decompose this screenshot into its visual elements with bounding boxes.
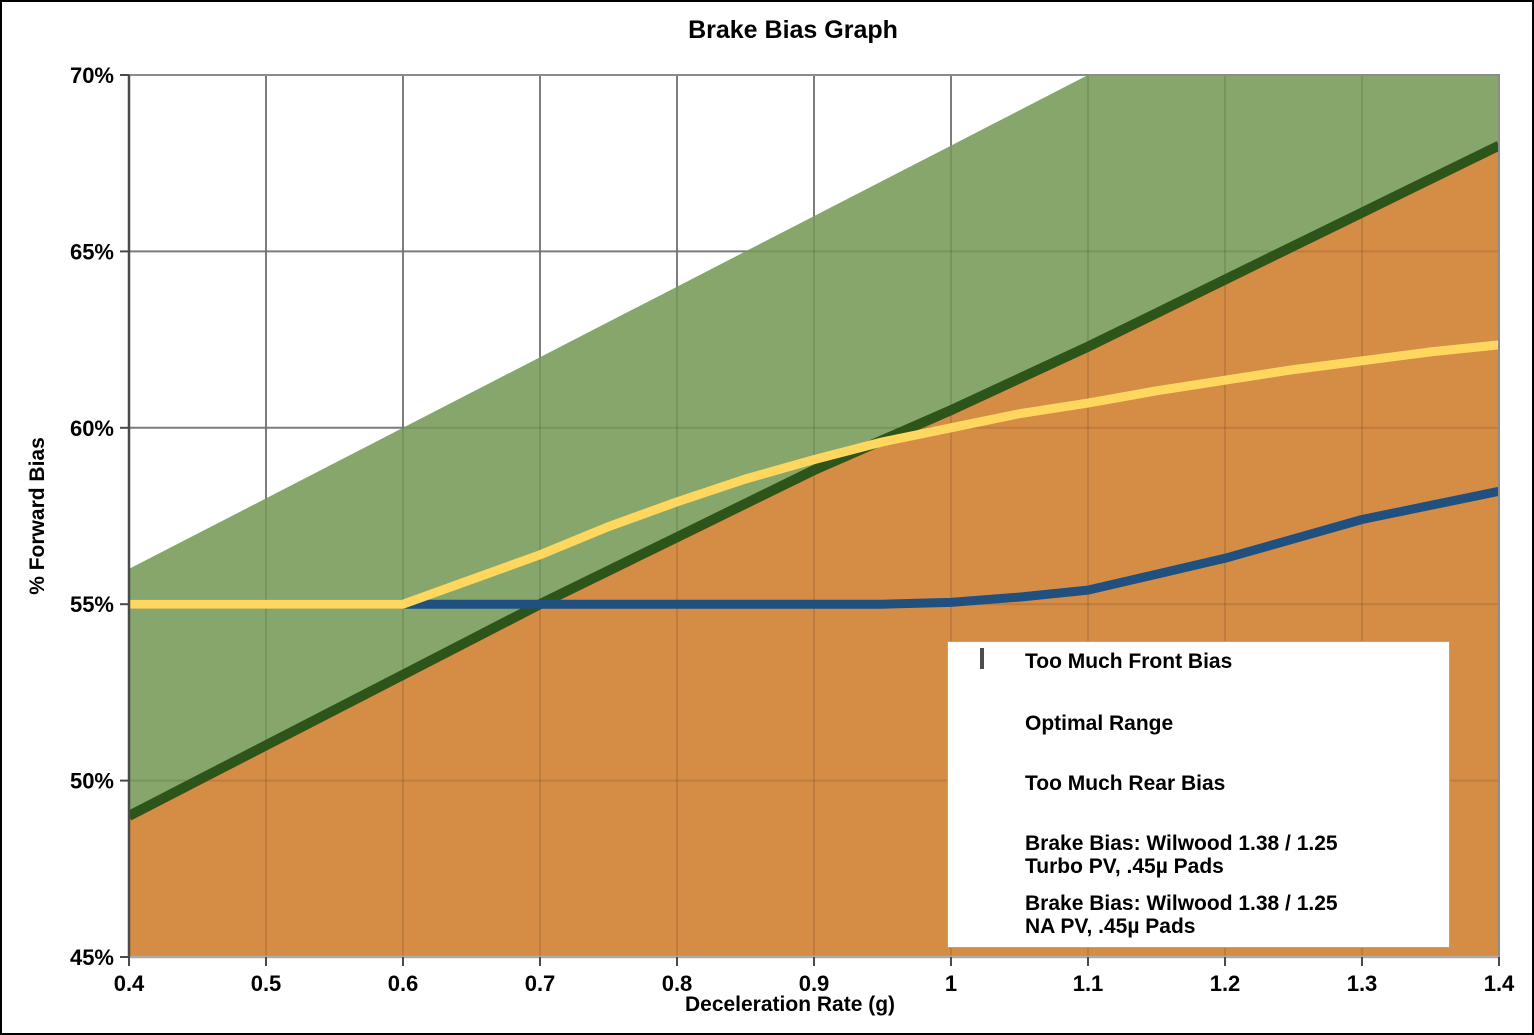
x-axis-title: Deceleration Rate (g): [684, 993, 896, 1016]
legend-item-label: Brake Bias: Wilwood 1.38 / 1.25 NA PV, .…: [1025, 892, 1338, 938]
x-tick-label: 0.5: [251, 971, 282, 996]
legend: Too Much Front Bias Optimal Range Too Mu…: [947, 641, 1450, 948]
legend-item-label: Too Much Rear Bias: [1025, 772, 1226, 795]
x-tick-label: 1.3: [1347, 971, 1378, 996]
x-tick-label: 1.2: [1210, 971, 1241, 996]
y-tick-label: 55%: [70, 592, 114, 617]
x-tick-label: 1: [945, 971, 957, 996]
x-tick-label: 1.1: [1073, 971, 1104, 996]
series-line-turbo-pv: [129, 486, 1499, 609]
y-tick-label: 45%: [70, 945, 114, 970]
front-bias-swatch: [980, 648, 984, 669]
optimal-range-area: [129, 75, 1499, 816]
y-tick-label: 70%: [70, 63, 114, 88]
legend-item-turbo-pv: Brake Bias: Wilwood 1.38 / 1.25 Turbo PV…: [948, 832, 1338, 878]
legend-item-front-bias: Too Much Front Bias: [948, 648, 1233, 673]
legend-item-optimal-range: Optimal Range: [948, 712, 1173, 735]
x-tick-label: 1.4: [1484, 971, 1515, 996]
y-axis-title: % Forward Bias: [26, 437, 49, 595]
x-tick-label: 0.4: [114, 971, 145, 996]
legend-item-na-pv: Brake Bias: Wilwood 1.38 / 1.25 NA PV, .…: [948, 892, 1338, 938]
optimal-lower-boundary-line: [129, 141, 1499, 821]
legend-item-label: Optimal Range: [1025, 712, 1174, 735]
series-line-na-pv: [129, 340, 1499, 609]
x-tick-label: 0.9: [799, 971, 830, 996]
legend-item-rear-bias: Too Much Rear Bias: [948, 772, 1225, 795]
x-tick-label: 0.6: [388, 971, 419, 996]
legend-item-label: Brake Bias: Wilwood 1.38 / 1.25 Turbo PV…: [1025, 832, 1338, 878]
y-tick-label: 60%: [70, 416, 114, 441]
y-tick-label: 65%: [70, 239, 114, 264]
x-tick-label: 0.8: [662, 971, 693, 996]
y-tick-label: 50%: [70, 769, 114, 794]
x-tick-label: 0.7: [525, 971, 556, 996]
chart-title: Brake Bias Graph: [688, 16, 898, 44]
legend-item-label: Too Much Front Bias: [1025, 650, 1233, 673]
